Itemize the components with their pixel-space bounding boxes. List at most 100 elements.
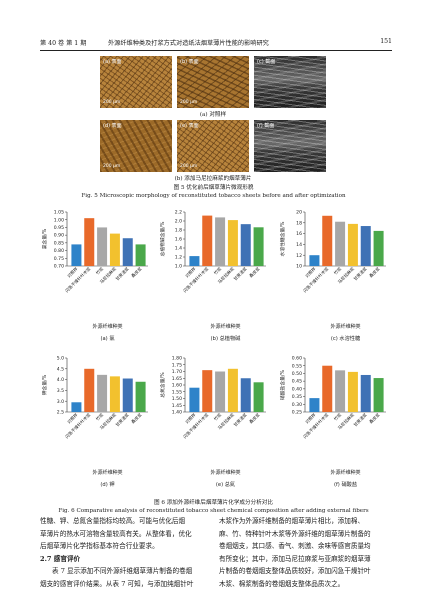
scale-bar-label: 200 μm bbox=[180, 164, 198, 169]
x-axis-label: 外源纤维种类 bbox=[92, 323, 122, 330]
y-tick-label: 1.80 bbox=[172, 356, 182, 362]
bar-4 bbox=[360, 374, 371, 412]
x-axis-label: 外源纤维种类 bbox=[92, 469, 122, 476]
y-tick-label: 0.75 bbox=[54, 256, 64, 262]
y-tick-label: 0.55 bbox=[292, 363, 302, 369]
category-label: 甘蔗渣浆 bbox=[232, 411, 249, 428]
article-title: 外源纤维种类及打浆方式对造纸法烟草薄片性能的影响研究 bbox=[108, 40, 269, 47]
x-axis-label: 外源纤维种类 bbox=[330, 323, 360, 330]
category-label: 竹浆 bbox=[212, 265, 223, 276]
y-tick-label: 3.0 bbox=[57, 399, 64, 405]
x-axis-label: 外源纤维种类 bbox=[330, 469, 360, 476]
fig5-caption-en: Fig. 5 Microscopic morphology of reconst… bbox=[81, 193, 346, 199]
y-tick-label: 1.45 bbox=[172, 403, 182, 409]
y-tick-label: 0.70 bbox=[54, 264, 64, 270]
bar-1 bbox=[202, 215, 213, 266]
micrograph-label: (a) 表面 bbox=[103, 59, 122, 65]
y-tick-label: 1.6 bbox=[175, 237, 182, 243]
category-label: 竹浆 bbox=[332, 411, 343, 422]
fig5-caption-cn: 图 5 优化前后烟草薄片微观形貌 bbox=[173, 185, 254, 191]
bar-5 bbox=[135, 244, 146, 266]
bar-3 bbox=[109, 233, 120, 266]
bar-1 bbox=[322, 215, 333, 266]
y-tick-label: 1.8 bbox=[175, 228, 182, 234]
fig5-sub-caption-a: (a) 对照样 bbox=[199, 112, 227, 118]
y-tick-label: 1.55 bbox=[172, 389, 182, 395]
page-number: 151 bbox=[380, 38, 392, 45]
chart-title: (d) 钾 bbox=[100, 480, 114, 488]
bar-3 bbox=[227, 368, 238, 412]
category-label: 桑皮浆 bbox=[368, 265, 382, 279]
bar-0 bbox=[71, 244, 82, 266]
x-axis-label: 外源纤维种类 bbox=[210, 323, 240, 330]
body-line: 性糖、钾、总氮含量指标均较高。可能与优化后烟 bbox=[40, 517, 186, 525]
body-line: 草薄片的热水可溶物含量较高有关。从整体看，优化 bbox=[40, 529, 192, 538]
y-tick-label: 1.0 bbox=[175, 264, 182, 270]
chart-title: (f) 硝酸盐 bbox=[334, 480, 357, 488]
y-tick-label: 1.65 bbox=[172, 376, 182, 382]
chart-chlorine: 0.700.750.800.850.900.951.001.05氯含量/%对照样… bbox=[41, 210, 148, 342]
y-tick-label: 1.4 bbox=[175, 246, 182, 252]
micrograph-label: (e) 表面 bbox=[180, 123, 199, 129]
category-label: 甘蔗渣浆 bbox=[114, 411, 131, 428]
bar-1 bbox=[202, 370, 213, 412]
micrograph-f: (f) 截面 bbox=[254, 120, 326, 172]
body-line: 有所变化；其中，添加马尼拉麻浆与亚麻浆的烟草薄 bbox=[219, 554, 371, 563]
fig5-sub-caption-b: (b) 添加马尼拉麻浆的烟草薄片 bbox=[174, 176, 252, 182]
category-label: 竹浆 bbox=[212, 411, 223, 422]
y-tick-label: 20 bbox=[296, 210, 302, 216]
chart-total-alkaloids: 1.01.21.41.61.82.02.2总植物碱含量/%对照样闪急干燥针叶木浆… bbox=[159, 210, 266, 342]
bar-2 bbox=[335, 370, 346, 412]
category-label: 桑皮浆 bbox=[130, 411, 144, 425]
micrograph-label: (d) 表面 bbox=[103, 123, 122, 129]
y-tick-label: 0.85 bbox=[54, 240, 64, 246]
y-tick-label: 0.45 bbox=[292, 379, 302, 385]
micrograph-d: (d) 表面 200 μm bbox=[100, 120, 172, 172]
x-axis-label: 外源纤维种类 bbox=[210, 469, 240, 476]
category-label: 桑皮浆 bbox=[130, 265, 144, 279]
y-axis-label: 总植物碱含量/% bbox=[159, 221, 166, 256]
micrograph-a: (a) 表面 200 μm bbox=[100, 56, 172, 108]
body-line: 木浆、棉浆制备的卷烟烟支整体品质次之。 bbox=[219, 579, 345, 588]
y-tick-label: 16 bbox=[296, 231, 302, 237]
bar-4 bbox=[240, 378, 251, 412]
y-tick-label: 5.0 bbox=[57, 356, 64, 362]
category-label: 甘蔗渣浆 bbox=[232, 265, 249, 282]
bar-5 bbox=[253, 382, 264, 412]
y-tick-label: 0.95 bbox=[54, 225, 64, 231]
category-label: 竹浆 bbox=[332, 265, 343, 276]
y-tick-label: 0.30 bbox=[292, 402, 302, 408]
y-tick-label: 18 bbox=[296, 220, 302, 226]
y-tick-label: 3.5 bbox=[57, 388, 64, 394]
bar-4 bbox=[360, 226, 371, 266]
y-tick-label: 2.5 bbox=[57, 410, 64, 416]
y-tick-label: 0.25 bbox=[292, 410, 302, 416]
body-line: 卷烟烟支，其口感、香气、刺激、余味等感官质量均 bbox=[219, 542, 371, 551]
micrograph-label: (c) 截面 bbox=[257, 59, 276, 65]
chart-total-nitrogen: 1.401.451.501.551.601.651.701.751.80 总氮含量… bbox=[159, 356, 266, 488]
y-axis-label: 硝酸盐含量/% bbox=[279, 369, 286, 400]
bar-1 bbox=[322, 365, 333, 412]
bar-3 bbox=[347, 371, 358, 412]
chart-title: (c) 水溶性糖 bbox=[331, 334, 360, 342]
y-tick-label: 0.60 bbox=[292, 356, 302, 362]
fig6-caption-cn: 图 6 添加外源纤维后烟草薄片化学成分分析对比 bbox=[154, 500, 273, 506]
body-line: 片制备的卷烟烟支整体品质较好，添加闪急干燥针叶 bbox=[219, 567, 371, 576]
micrograph-label: (f) 截面 bbox=[257, 123, 275, 129]
bar-0 bbox=[309, 398, 320, 412]
y-tick-label: 0.90 bbox=[54, 233, 64, 239]
bar-0 bbox=[189, 256, 200, 266]
y-tick-label: 1.50 bbox=[172, 396, 182, 402]
category-label: 竹浆 bbox=[94, 411, 105, 422]
scale-bar-label: 200 μm bbox=[103, 164, 121, 169]
y-tick-label: 14 bbox=[296, 242, 302, 248]
micrograph-b: (b) 表面 200 μm bbox=[177, 56, 249, 108]
y-axis-label: 氯含量/% bbox=[41, 228, 48, 249]
y-tick-label: 1.75 bbox=[172, 362, 182, 368]
y-tick-label: 1.05 bbox=[54, 210, 64, 216]
y-tick-label: 1.60 bbox=[172, 383, 182, 389]
y-tick-label: 2.0 bbox=[175, 219, 182, 225]
chart-nitrate: 0.250.300.350.400.450.500.550.60硝酸盐含量/%对… bbox=[279, 356, 386, 488]
category-label: 竹浆 bbox=[94, 265, 105, 276]
